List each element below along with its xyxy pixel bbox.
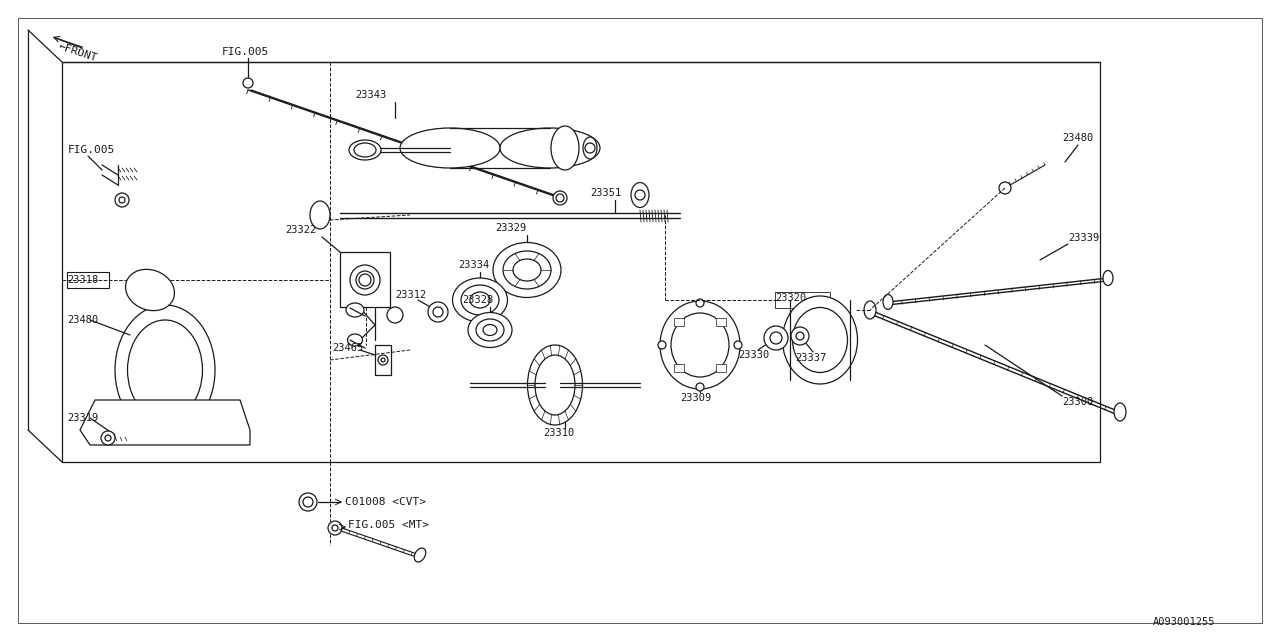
Bar: [717, 317, 726, 326]
Ellipse shape: [125, 269, 174, 310]
Bar: [774, 292, 829, 308]
Ellipse shape: [792, 307, 847, 372]
Ellipse shape: [128, 320, 202, 420]
Text: 23351: 23351: [590, 188, 621, 198]
Text: 23330: 23330: [739, 350, 769, 360]
Text: 23329: 23329: [495, 223, 526, 233]
Text: 23319: 23319: [67, 413, 99, 423]
Text: 23343: 23343: [355, 90, 387, 100]
Text: FIG.005: FIG.005: [68, 145, 115, 155]
Ellipse shape: [582, 137, 596, 159]
Text: 23480: 23480: [67, 315, 99, 325]
Text: 23328: 23328: [462, 295, 493, 305]
Ellipse shape: [349, 265, 380, 295]
Circle shape: [328, 521, 342, 535]
Ellipse shape: [415, 548, 426, 562]
Ellipse shape: [513, 259, 541, 281]
Ellipse shape: [483, 324, 497, 335]
Ellipse shape: [550, 126, 579, 170]
Ellipse shape: [1103, 271, 1114, 285]
Ellipse shape: [493, 243, 561, 298]
Ellipse shape: [346, 303, 364, 317]
Ellipse shape: [347, 334, 362, 346]
Ellipse shape: [470, 292, 490, 308]
Ellipse shape: [500, 128, 600, 168]
Ellipse shape: [527, 345, 582, 425]
Text: 23339: 23339: [1068, 233, 1100, 243]
Text: 23310: 23310: [543, 428, 575, 438]
Ellipse shape: [115, 305, 215, 435]
Ellipse shape: [660, 301, 740, 389]
Text: 23334: 23334: [458, 260, 489, 270]
Ellipse shape: [782, 296, 858, 384]
Text: 23309: 23309: [680, 393, 712, 403]
Bar: [673, 364, 684, 372]
Ellipse shape: [310, 201, 330, 229]
Circle shape: [243, 78, 253, 88]
Bar: [340, 252, 390, 307]
Bar: [717, 364, 726, 372]
Circle shape: [378, 355, 388, 365]
Circle shape: [658, 341, 666, 349]
Circle shape: [764, 326, 788, 350]
Text: 23480: 23480: [1062, 133, 1093, 143]
Ellipse shape: [503, 251, 550, 289]
Text: 23318: 23318: [67, 275, 99, 285]
Ellipse shape: [535, 355, 575, 415]
Bar: [673, 317, 684, 326]
Text: FIG.005: FIG.005: [221, 47, 269, 57]
Ellipse shape: [864, 301, 876, 319]
Ellipse shape: [399, 128, 500, 168]
Circle shape: [696, 299, 704, 307]
Polygon shape: [79, 400, 250, 445]
Ellipse shape: [453, 278, 507, 322]
Circle shape: [428, 302, 448, 322]
Bar: [375, 345, 390, 375]
Circle shape: [696, 383, 704, 391]
Ellipse shape: [461, 285, 499, 315]
Text: 23337: 23337: [795, 353, 827, 363]
Text: ←FRONT: ←FRONT: [58, 41, 99, 63]
Circle shape: [733, 341, 742, 349]
Text: FIG.005 <MT>: FIG.005 <MT>: [348, 520, 429, 530]
Ellipse shape: [631, 182, 649, 207]
Circle shape: [791, 327, 809, 345]
Text: 23320: 23320: [774, 293, 806, 303]
Circle shape: [553, 191, 567, 205]
Text: 23322: 23322: [285, 225, 316, 235]
Circle shape: [101, 431, 115, 445]
Ellipse shape: [349, 140, 381, 160]
Circle shape: [387, 307, 403, 323]
Text: A093001255: A093001255: [1152, 617, 1215, 627]
Text: C01008 <CVT>: C01008 <CVT>: [346, 497, 426, 507]
Ellipse shape: [883, 294, 893, 310]
Text: 23300: 23300: [1062, 397, 1093, 407]
Ellipse shape: [671, 313, 730, 377]
Ellipse shape: [1114, 403, 1126, 421]
Ellipse shape: [355, 143, 376, 157]
Ellipse shape: [356, 271, 374, 289]
Text: 23312: 23312: [396, 290, 426, 300]
Text: 23465: 23465: [332, 343, 364, 353]
Circle shape: [998, 182, 1011, 194]
Bar: [67, 272, 109, 288]
Circle shape: [300, 493, 317, 511]
Ellipse shape: [468, 312, 512, 348]
Ellipse shape: [476, 319, 504, 341]
